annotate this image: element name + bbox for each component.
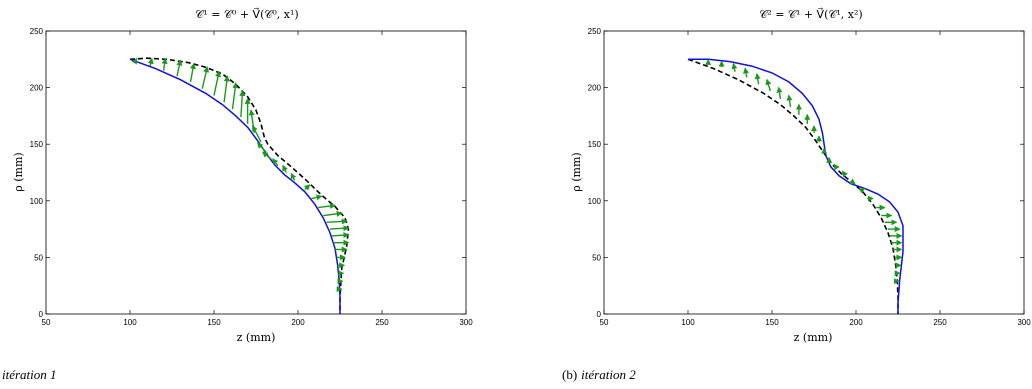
velocity-arrow: [131, 57, 138, 65]
velocity-arrow: [147, 57, 154, 67]
y-tick-label: 50: [34, 253, 43, 262]
chart-title-2: 𝒞² = 𝒞¹ + V⃗(𝒞¹, x²): [759, 7, 862, 21]
x-tick-label: 150: [207, 318, 221, 327]
caption-prefix-2: (b): [562, 367, 577, 382]
y-tick-label: 250: [30, 27, 44, 36]
x-tick-label: 300: [1017, 318, 1031, 327]
velocity-arrow: [201, 66, 210, 89]
previous-curve: [687, 58, 899, 314]
velocity-arrow: [776, 86, 783, 100]
chart-panel-2: 𝒞² = 𝒞¹ + V⃗(𝒞¹, x²) 50 100 150 200 250 30005…: [562, 7, 1031, 382]
x-tick-label: 200: [849, 318, 863, 327]
velocity-arrow: [318, 203, 336, 209]
velocity-arrow: [161, 57, 168, 71]
velocity-arrow: [326, 218, 348, 225]
velocity-arrow: [282, 164, 288, 173]
x-tick-label: 300: [459, 318, 473, 327]
x-tick-label: 200: [291, 318, 305, 327]
velocity-arrow: [256, 142, 267, 153]
x-tick-label: 150: [765, 318, 779, 327]
velocity-arrow: [290, 172, 297, 181]
previous-curve: [129, 57, 350, 314]
velocity-arrow: [329, 225, 350, 232]
velocity-arrow: [252, 125, 262, 143]
velocity-arrow: [261, 151, 272, 160]
x-axis-label-1: z (mm): [237, 331, 276, 344]
velocity-arrow: [239, 89, 246, 118]
plot-frame-2: [603, 30, 1025, 315]
velocity-arrow: [833, 163, 840, 171]
velocity-arrow: [331, 232, 350, 239]
chart-title-1: 𝒞¹ = 𝒞⁰ + V⃗(𝒞⁰, x¹): [195, 7, 298, 21]
x-tick-label: 250: [933, 318, 947, 327]
velocity-arrow: [765, 78, 772, 92]
chart-panel-1: 𝒞¹ = 𝒞⁰ + V⃗(𝒞⁰, x¹) 50 100 150 200 250 30005…: [2, 7, 473, 382]
y-tick-label: 150: [30, 140, 44, 149]
velocity-arrow: [323, 210, 343, 217]
updated-curve: [129, 58, 341, 314]
x-axis-label-2: z (mm): [794, 331, 833, 344]
plot-frame-1: [45, 30, 467, 315]
y-tick-label: 150: [588, 140, 602, 149]
velocity-arrow: [311, 194, 323, 201]
velocity-arrow: [786, 94, 793, 107]
x-tick-label: 100: [681, 318, 695, 327]
figure-caption-1: itération 1: [2, 367, 57, 382]
caption-text-2: itération 2: [581, 367, 636, 382]
updated-curve: [688, 58, 904, 314]
velocity-arrow: [754, 73, 761, 85]
velocity-arrow: [223, 75, 230, 103]
velocity-arrow: [213, 70, 221, 96]
velocity-arrow: [841, 170, 848, 178]
velocity-arrow: [176, 59, 183, 77]
x-tick-label: 250: [375, 318, 389, 327]
velocity-arrow: [743, 67, 749, 78]
y-tick-label: 250: [588, 27, 602, 36]
velocity-arrow: [189, 62, 196, 83]
x-tick-label: 50: [600, 318, 609, 327]
y-tick-label: 0: [597, 310, 602, 319]
velocity-arrow: [231, 82, 239, 110]
velocity-arrow: [858, 187, 866, 194]
x-tick-label: 50: [42, 318, 51, 327]
figure-caption-2: (b) itération 2: [562, 367, 636, 382]
y-tick-label: 50: [592, 253, 601, 262]
x-tick-label: 100: [123, 318, 137, 327]
y-tick-label: 0: [39, 310, 44, 319]
y-tick-label: 200: [30, 84, 44, 93]
y-tick-label: 100: [588, 197, 602, 206]
y-tick-label: 100: [30, 197, 44, 206]
velocity-arrow: [272, 158, 279, 167]
velocity-arrow: [304, 184, 311, 191]
y-axis-label-1: ρ (mm): [12, 152, 25, 191]
y-tick-label: 200: [588, 84, 602, 93]
velocity-arrow: [731, 62, 738, 72]
y-axis-label-2: ρ (mm): [570, 152, 583, 191]
